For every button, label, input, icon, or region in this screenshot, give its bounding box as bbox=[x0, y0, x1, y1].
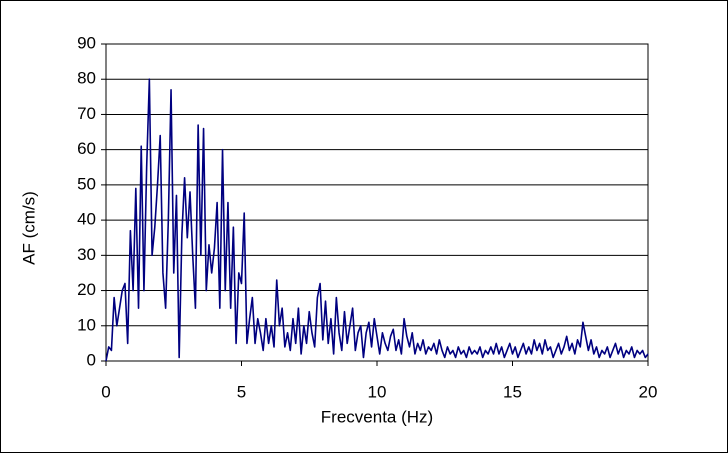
plot-border bbox=[105, 43, 649, 362]
y-tick-label: 30 bbox=[77, 245, 96, 264]
y-tick-label: 0 bbox=[87, 350, 96, 369]
x-tick-label: 20 bbox=[639, 382, 658, 401]
x-axis-label: Frecventa (Hz) bbox=[321, 407, 433, 426]
y-tick-label: 10 bbox=[77, 315, 96, 334]
plot-area bbox=[106, 44, 648, 361]
y-tick-label: 20 bbox=[77, 280, 96, 299]
y-tick-label: 80 bbox=[77, 69, 96, 88]
x-tick-label: 0 bbox=[101, 382, 110, 401]
y-tick-label: 70 bbox=[77, 104, 96, 123]
y-tick-label: 50 bbox=[77, 174, 96, 193]
data-line bbox=[105, 78, 649, 362]
y-tick-label: 40 bbox=[77, 210, 96, 229]
y-tick-label: 90 bbox=[77, 33, 96, 52]
y-tick-label: 60 bbox=[77, 139, 96, 158]
x-tick-label: 15 bbox=[503, 382, 522, 401]
y-axis-label: AF (cm/s) bbox=[19, 191, 38, 265]
x-tick-label: 5 bbox=[237, 382, 246, 401]
x-tick-label: 10 bbox=[368, 382, 387, 401]
